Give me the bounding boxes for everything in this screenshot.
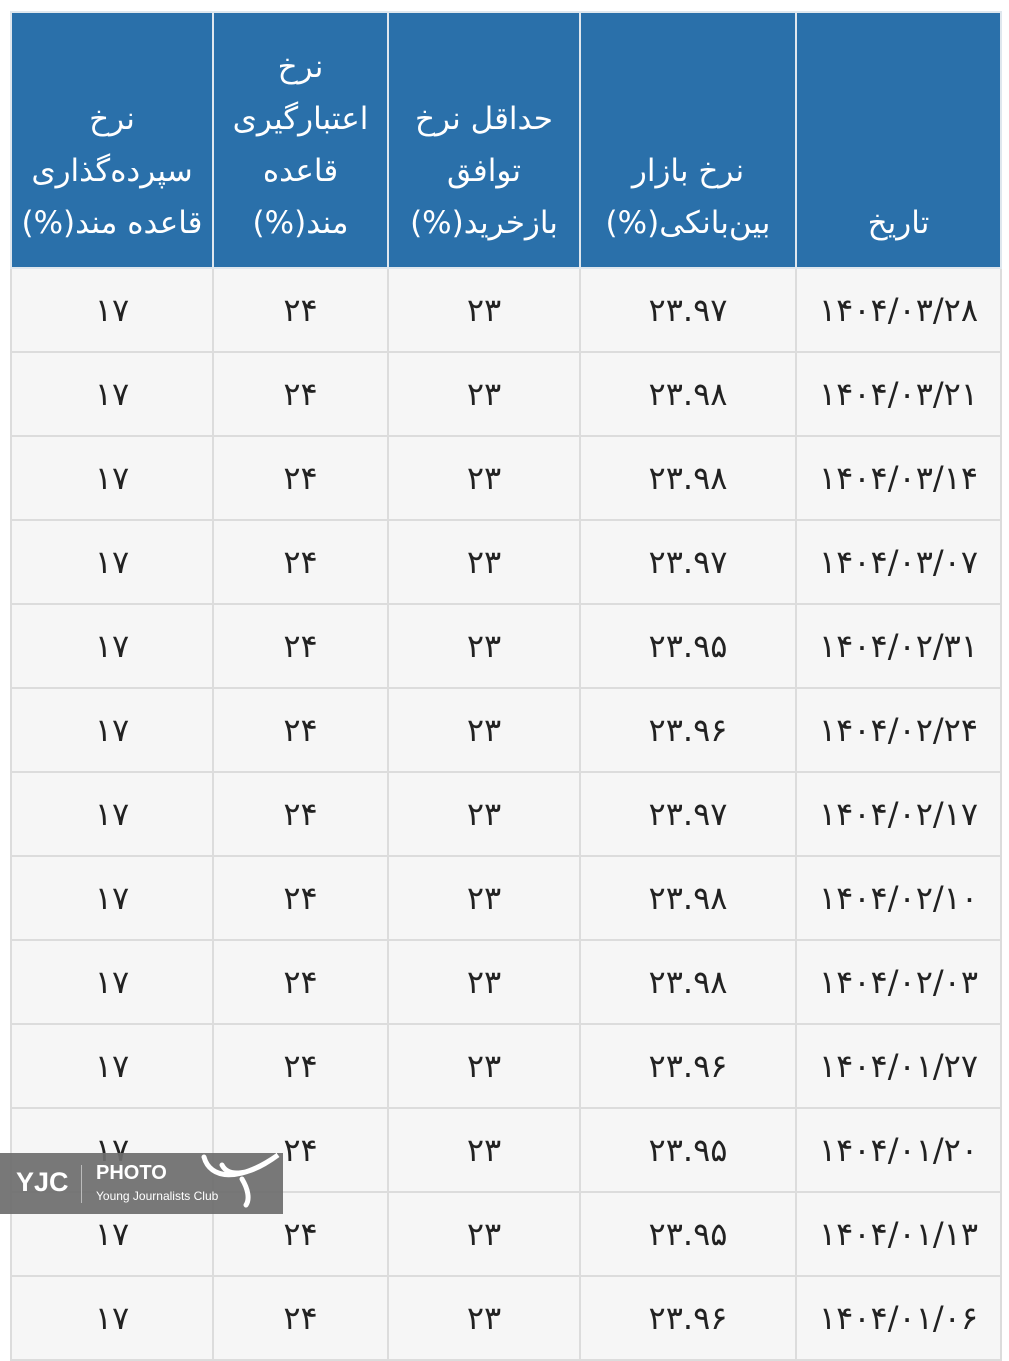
yjc-logo-icon (201, 1152, 280, 1208)
cell-date: ۱۴۰۴/۰۱/۱۳ (795, 1191, 1002, 1277)
table-row: ۱۴۰۴/۰۳/۰۷ ۲۳.۹۷ ۲۳ ۲۴ ۱۷ (10, 519, 1002, 605)
cell-min-repo-rate: ۲۳ (387, 687, 581, 773)
cell-lending-rate: ۲۴ (212, 939, 389, 1025)
table-row: ۱۴۰۴/۰۲/۱۷ ۲۳.۹۷ ۲۳ ۲۴ ۱۷ (10, 771, 1002, 857)
watermark-brand: YJC (16, 1167, 69, 1197)
cell-interbank-rate: ۲۳.۹۷ (579, 519, 797, 605)
cell-min-repo-rate: ۲۳ (387, 351, 581, 437)
cell-date: ۱۴۰۴/۰۱/۲۰ (795, 1107, 1002, 1193)
cell-min-repo-rate: ۲۳ (387, 771, 581, 857)
table-row: ۱۴۰۴/۰۱/۲۷ ۲۳.۹۶ ۲۳ ۲۴ ۱۷ (10, 1023, 1002, 1109)
table-row: ۱۴۰۴/۰۳/۱۴ ۲۳.۹۸ ۲۳ ۲۴ ۱۷ (10, 435, 1002, 521)
cell-min-repo-rate: ۲۳ (387, 939, 581, 1025)
cell-deposit-rate: ۱۷ (10, 1023, 214, 1109)
cell-lending-rate: ۲۴ (212, 435, 389, 521)
cell-date: ۱۴۰۴/۰۳/۲۸ (795, 267, 1002, 353)
cell-interbank-rate: ۲۳.۹۸ (579, 855, 797, 941)
header-min-repo-rate: حداقل نرخ توافق بازخرید(%) (387, 11, 581, 269)
cell-date: ۱۴۰۴/۰۳/۲۱ (795, 351, 1002, 437)
cell-deposit-rate: ۱۷ (10, 351, 214, 437)
cell-interbank-rate: ۲۳.۹۷ (579, 267, 797, 353)
header-lending-rate: نرخ اعتبارگیری قاعده مند(%) (212, 11, 389, 269)
cell-interbank-rate: ۲۳.۹۶ (579, 687, 797, 773)
cell-date: ۱۴۰۴/۰۲/۰۳ (795, 939, 1002, 1025)
cell-min-repo-rate: ۲۳ (387, 1023, 581, 1109)
yjc-watermark: YJC PHOTO Young Journalists Club (0, 1152, 283, 1214)
header-deposit-rate: نرخ سپرده‌گذاری قاعده مند(%) (10, 11, 214, 269)
cell-date: ۱۴۰۴/۰۲/۲۴ (795, 687, 1002, 773)
cell-deposit-rate: ۱۷ (10, 1275, 214, 1361)
cell-interbank-rate: ۲۳.۹۷ (579, 771, 797, 857)
cell-min-repo-rate: ۲۳ (387, 435, 581, 521)
cell-min-repo-rate: ۲۳ (387, 855, 581, 941)
table-row: ۱۴۰۴/۰۲/۲۴ ۲۳.۹۶ ۲۳ ۲۴ ۱۷ (10, 687, 1002, 773)
table-row: ۱۴۰۴/۰۱/۱۳ ۲۳.۹۵ ۲۳ ۲۴ ۱۷ (10, 1191, 1002, 1277)
cell-min-repo-rate: ۲۳ (387, 1275, 581, 1361)
cell-min-repo-rate: ۲۳ (387, 603, 581, 689)
cell-deposit-rate: ۱۷ (10, 939, 214, 1025)
cell-interbank-rate: ۲۳.۹۸ (579, 939, 797, 1025)
cell-lending-rate: ۲۴ (212, 603, 389, 689)
cell-lending-rate: ۲۴ (212, 1023, 389, 1109)
cell-lending-rate: ۲۴ (212, 687, 389, 773)
cell-lending-rate: ۲۴ (212, 771, 389, 857)
watermark-label: PHOTO (96, 1162, 167, 1184)
cell-min-repo-rate: ۲۳ (387, 267, 581, 353)
cell-date: ۱۴۰۴/۰۲/۱۷ (795, 771, 1002, 857)
cell-deposit-rate: ۱۷ (10, 687, 214, 773)
table-row: ۱۴۰۴/۰۲/۱۰ ۲۳.۹۸ ۲۳ ۲۴ ۱۷ (10, 855, 1002, 941)
cell-lending-rate: ۲۴ (212, 855, 389, 941)
cell-deposit-rate: ۱۷ (10, 771, 214, 857)
cell-date: ۱۴۰۴/۰۲/۳۱ (795, 603, 1002, 689)
cell-date: ۱۴۰۴/۰۳/۱۴ (795, 435, 1002, 521)
cell-min-repo-rate: ۲۳ (387, 519, 581, 605)
cell-lending-rate: ۲۴ (212, 519, 389, 605)
cell-interbank-rate: ۲۳.۹۵ (579, 1191, 797, 1277)
cell-lending-rate: ۲۴ (212, 1275, 389, 1361)
cell-interbank-rate: ۲۳.۹۶ (579, 1275, 797, 1361)
cell-date: ۱۴۰۴/۰۲/۱۰ (795, 855, 1002, 941)
watermark-org: Young Journalists Club (96, 1189, 219, 1203)
table-row: ۱۴۰۴/۰۲/۳۱ ۲۳.۹۵ ۲۳ ۲۴ ۱۷ (10, 603, 1002, 689)
header-date: تاریخ (795, 11, 1002, 269)
cell-interbank-rate: ۲۳.۹۸ (579, 351, 797, 437)
cell-lending-rate: ۲۴ (212, 267, 389, 353)
cell-deposit-rate: ۱۷ (10, 519, 214, 605)
header-row: تاریخ نرخ بازار بین‌بانکی(%) حداقل نرخ ت… (10, 11, 1002, 269)
table-row: ۱۴۰۴/۰۱/۲۰ ۲۳.۹۵ ۲۳ ۲۴ ۱۷ (10, 1107, 1002, 1193)
cell-date: ۱۴۰۴/۰۳/۰۷ (795, 519, 1002, 605)
table-row: ۱۴۰۴/۰۲/۰۳ ۲۳.۹۸ ۲۳ ۲۴ ۱۷ (10, 939, 1002, 1025)
watermark-divider (81, 1165, 82, 1203)
cell-lending-rate: ۲۴ (212, 351, 389, 437)
table-row: ۱۴۰۴/۰۳/۲۸ ۲۳.۹۷ ۲۳ ۲۴ ۱۷ (10, 267, 1002, 353)
cell-date: ۱۴۰۴/۰۱/۰۶ (795, 1275, 1002, 1361)
cell-interbank-rate: ۲۳.۹۶ (579, 1023, 797, 1109)
cell-interbank-rate: ۲۳.۹۵ (579, 603, 797, 689)
cell-deposit-rate: ۱۷ (10, 855, 214, 941)
cell-deposit-rate: ۱۷ (10, 267, 214, 353)
table-row: ۱۴۰۴/۰۳/۲۱ ۲۳.۹۸ ۲۳ ۲۴ ۱۷ (10, 351, 1002, 437)
table-row: ۱۴۰۴/۰۱/۰۶ ۲۳.۹۶ ۲۳ ۲۴ ۱۷ (10, 1275, 1002, 1361)
cell-min-repo-rate: ۲۳ (387, 1191, 581, 1277)
cell-min-repo-rate: ۲۳ (387, 1107, 581, 1193)
cell-deposit-rate: ۱۷ (10, 435, 214, 521)
cell-deposit-rate: ۱۷ (10, 603, 214, 689)
header-interbank-rate: نرخ بازار بین‌بانکی(%) (579, 11, 797, 269)
cell-date: ۱۴۰۴/۰۱/۲۷ (795, 1023, 1002, 1109)
cell-interbank-rate: ۲۳.۹۵ (579, 1107, 797, 1193)
rates-table: تاریخ نرخ بازار بین‌بانکی(%) حداقل نرخ ت… (10, 11, 1002, 1361)
cell-interbank-rate: ۲۳.۹۸ (579, 435, 797, 521)
